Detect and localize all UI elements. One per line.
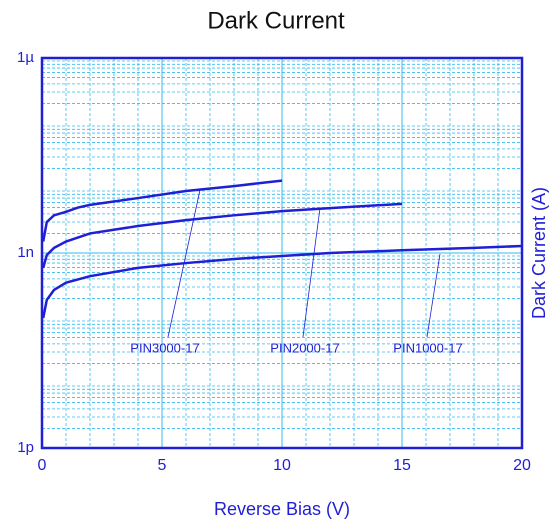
y-tick-label: 1n [17,244,34,261]
series-line [41,179,283,242]
x-tick-label: 5 [158,457,167,474]
x-tick-label: 20 [513,457,531,474]
y-tick-label: 1µ [17,49,34,66]
chart-title: Dark Current [207,7,345,34]
series-annotation: PIN1000-17 [393,340,462,355]
y-tick-label: 1p [17,439,34,456]
series-annotation: PIN3000-17 [130,340,199,355]
x-tick-label: 0 [38,457,47,474]
x-tick-label: 15 [393,457,411,474]
annotation-leader [302,207,321,338]
series-annotation: PIN2000-17 [270,340,339,355]
plot-frame [40,56,524,450]
series-line [41,244,523,319]
x-axis-label: Reverse Bias (V) [214,499,350,519]
x-tick-label: 10 [273,457,291,474]
y-axis-label: Dark Current (A) [529,187,549,319]
series-line [41,202,403,269]
annotation-leader [426,253,441,338]
